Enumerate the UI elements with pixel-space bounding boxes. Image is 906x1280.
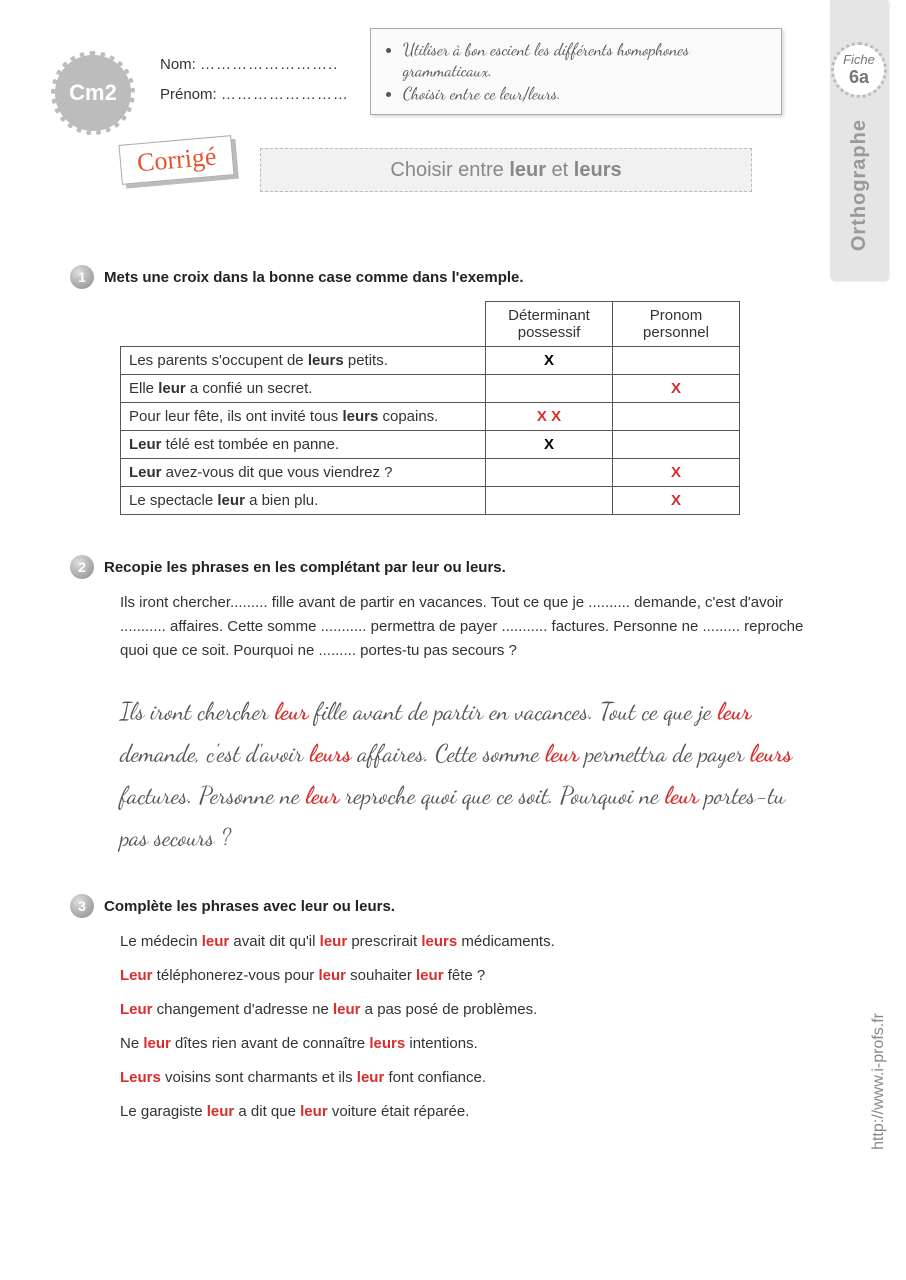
mark-determinant [486,459,613,487]
fiche-label: Fiche [834,52,884,67]
ex-title-1: Mets une croix dans la bonne case comme … [104,269,524,286]
title-bar: Choisir entre leur et leurs [260,148,752,192]
name-label: Nom: [160,56,196,73]
objective-item: Utiliser à bon escient les différents ho… [403,39,769,81]
table-row: Le spectacle leur a bien plu. X [121,487,740,515]
ex2-prompt: Ils iront chercher......... fille avant … [120,591,806,663]
ex3-line: Leurs voisins sont charmants et ils leur… [120,1066,806,1090]
objective-item: Choisir entre ce leur/leurs. [403,83,769,104]
ex3-line: Le garagiste leur a dit que leur voiture… [120,1100,806,1124]
ex3-line: Ne leur dîtes rien avant de connaître le… [120,1032,806,1056]
ex3-line: Leur téléphonerez-vous pour leur souhait… [120,964,806,988]
ex3-lines: Le médecin leur avait dit qu'il leur pre… [120,930,806,1124]
sentence-cell: Leur avez-vous dit que vous viendrez ? [121,459,486,487]
exercise-1: 1 Mets une croix dans la bonne case comm… [70,265,866,515]
ex3-line: Le médecin leur avait dit qu'il leur pre… [120,930,806,954]
ex-number-3: 3 [70,894,94,918]
mark-determinant: X X [486,403,613,431]
fiche-circle: Fiche 6a [834,45,884,95]
objectives-box: Utiliser à bon escient les différents ho… [370,28,782,115]
table-row: Les parents s'occupent de leurs petits.X [121,347,740,375]
ex-title-2: Recopie les phrases en les complétant pa… [104,559,506,576]
ex-title-3: Complète les phrases avec leur ou leurs. [104,898,395,915]
sentence-cell: Pour leur fête, ils ont invité tous leur… [121,403,486,431]
sentence-cell: Elle leur a confié un secret. [121,375,486,403]
fiche-number: 6a [834,67,884,88]
grade-badge: Cm2 [55,55,131,131]
mark-pronom [613,403,740,431]
ex3-line: Leur changement d'adresse ne leur a pas … [120,998,806,1022]
mark-pronom [613,347,740,375]
table-row: Pour leur fête, ils ont invité tous leur… [121,403,740,431]
mark-pronom: X [613,459,740,487]
grade-text: Cm2 [69,80,117,106]
name-dots: …………………….. [200,56,338,73]
mark-determinant [486,375,613,403]
table-row: Leur avez-vous dit que vous viendrez ? X [121,459,740,487]
firstname-dots: …………………… [221,86,349,103]
mark-pronom: X [613,375,740,403]
mark-pronom: X [613,487,740,515]
mark-determinant: X [486,431,613,459]
ex2-answer: Ils iront chercher leur fille avant de p… [120,691,806,859]
mark-pronom [613,431,740,459]
ex-number-1: 1 [70,265,94,289]
sentence-cell: Les parents s'occupent de leurs petits. [121,347,486,375]
sentence-cell: Le spectacle leur a bien plu. [121,487,486,515]
ex-number-2: 2 [70,555,94,579]
name-fields: Nom: …………………….. Prénom: …………………… [160,50,349,110]
fiche-tab: Fiche 6a Orthographe [830,0,888,280]
col-pronom: Pronom personnel [613,302,740,347]
mark-determinant: X [486,347,613,375]
site-url: http://www.i-profs.fr [870,1013,888,1150]
mark-determinant [486,487,613,515]
sentence-cell: Leur télé est tombée en panne. [121,431,486,459]
subject-label: Orthographe [848,119,871,251]
table-row: Leur télé est tombée en panne.X [121,431,740,459]
exercise-3: 3 Complète les phrases avec leur ou leur… [70,894,866,1124]
firstname-label: Prénom: [160,86,217,103]
table-row: Elle leur a confié un secret. X [121,375,740,403]
exercise-2: 2 Recopie les phrases en les complétant … [70,555,866,859]
col-determinant: Déterminant possessif [486,302,613,347]
exercise-1-table: Déterminant possessif Pronom personnel L… [120,301,740,515]
